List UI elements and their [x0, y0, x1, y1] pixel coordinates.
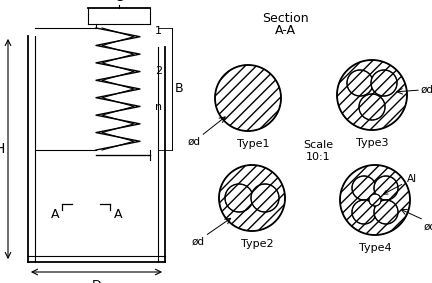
Text: n: n: [155, 102, 162, 112]
Polygon shape: [347, 70, 373, 96]
Polygon shape: [251, 184, 279, 212]
Text: ød: ød: [424, 222, 432, 232]
Polygon shape: [340, 165, 410, 235]
Polygon shape: [215, 65, 281, 131]
Text: 10:1: 10:1: [306, 152, 330, 162]
Text: A: A: [51, 209, 59, 222]
Polygon shape: [352, 200, 376, 224]
Text: 1: 1: [155, 26, 162, 36]
Text: ød: ød: [192, 237, 205, 247]
Text: A-A: A-A: [274, 23, 295, 37]
Polygon shape: [359, 94, 385, 120]
Text: C: C: [114, 0, 124, 4]
Polygon shape: [219, 165, 285, 231]
Text: A: A: [114, 209, 122, 222]
Text: Scale: Scale: [303, 140, 333, 150]
Polygon shape: [352, 176, 376, 200]
Text: ød: ød: [421, 85, 432, 95]
Text: Type2: Type2: [241, 239, 273, 249]
Text: H: H: [0, 142, 5, 156]
Polygon shape: [371, 70, 397, 96]
Text: Type1: Type1: [237, 139, 269, 149]
Text: D: D: [92, 279, 102, 283]
Text: Type3: Type3: [356, 138, 388, 148]
Text: B: B: [175, 83, 184, 95]
Text: ød: ød: [188, 137, 201, 147]
Polygon shape: [374, 200, 398, 224]
Polygon shape: [369, 194, 381, 206]
Text: Al: Al: [384, 174, 417, 194]
Polygon shape: [337, 60, 407, 130]
Text: 2: 2: [155, 66, 162, 76]
Text: Section: Section: [262, 12, 308, 25]
Text: Type4: Type4: [359, 243, 391, 253]
Polygon shape: [374, 176, 398, 200]
Polygon shape: [225, 184, 253, 212]
